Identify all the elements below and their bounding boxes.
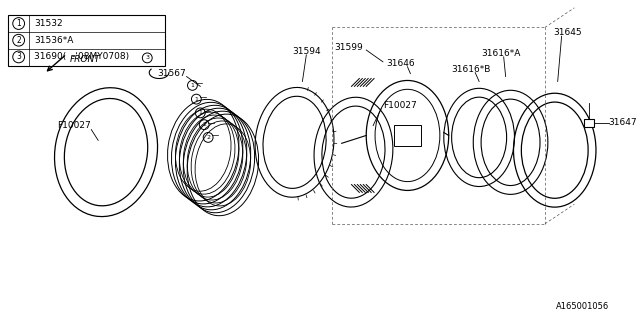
FancyBboxPatch shape	[584, 119, 594, 127]
Text: 31646: 31646	[387, 59, 415, 68]
Text: A165001056: A165001056	[556, 302, 609, 311]
Text: 31616*B: 31616*B	[452, 65, 491, 74]
Text: 31567: 31567	[157, 69, 186, 78]
Text: 3: 3	[16, 52, 21, 61]
FancyBboxPatch shape	[394, 125, 421, 146]
Text: 31645: 31645	[553, 28, 582, 37]
Text: 31599: 31599	[334, 43, 363, 52]
Text: 31532: 31532	[35, 19, 63, 28]
Text: 1: 1	[198, 110, 202, 116]
Text: 1: 1	[195, 97, 198, 102]
Text: F10027: F10027	[383, 101, 417, 110]
Text: 31647: 31647	[609, 118, 637, 127]
Text: F10027: F10027	[57, 121, 91, 130]
Text: FRONT: FRONT	[70, 55, 100, 64]
FancyBboxPatch shape	[8, 15, 165, 66]
Text: 1: 1	[191, 83, 195, 88]
Text: 31536*A: 31536*A	[35, 36, 74, 45]
Text: 1: 1	[16, 19, 21, 28]
Text: 31690(  -‘08MY0708): 31690( -‘08MY0708)	[35, 52, 129, 61]
Text: 2: 2	[16, 36, 21, 45]
Text: 2: 2	[206, 135, 210, 140]
Text: 31594: 31594	[292, 47, 321, 57]
Text: 31616*A: 31616*A	[481, 50, 520, 59]
Text: 2: 2	[202, 122, 206, 127]
Text: 3: 3	[145, 55, 149, 60]
